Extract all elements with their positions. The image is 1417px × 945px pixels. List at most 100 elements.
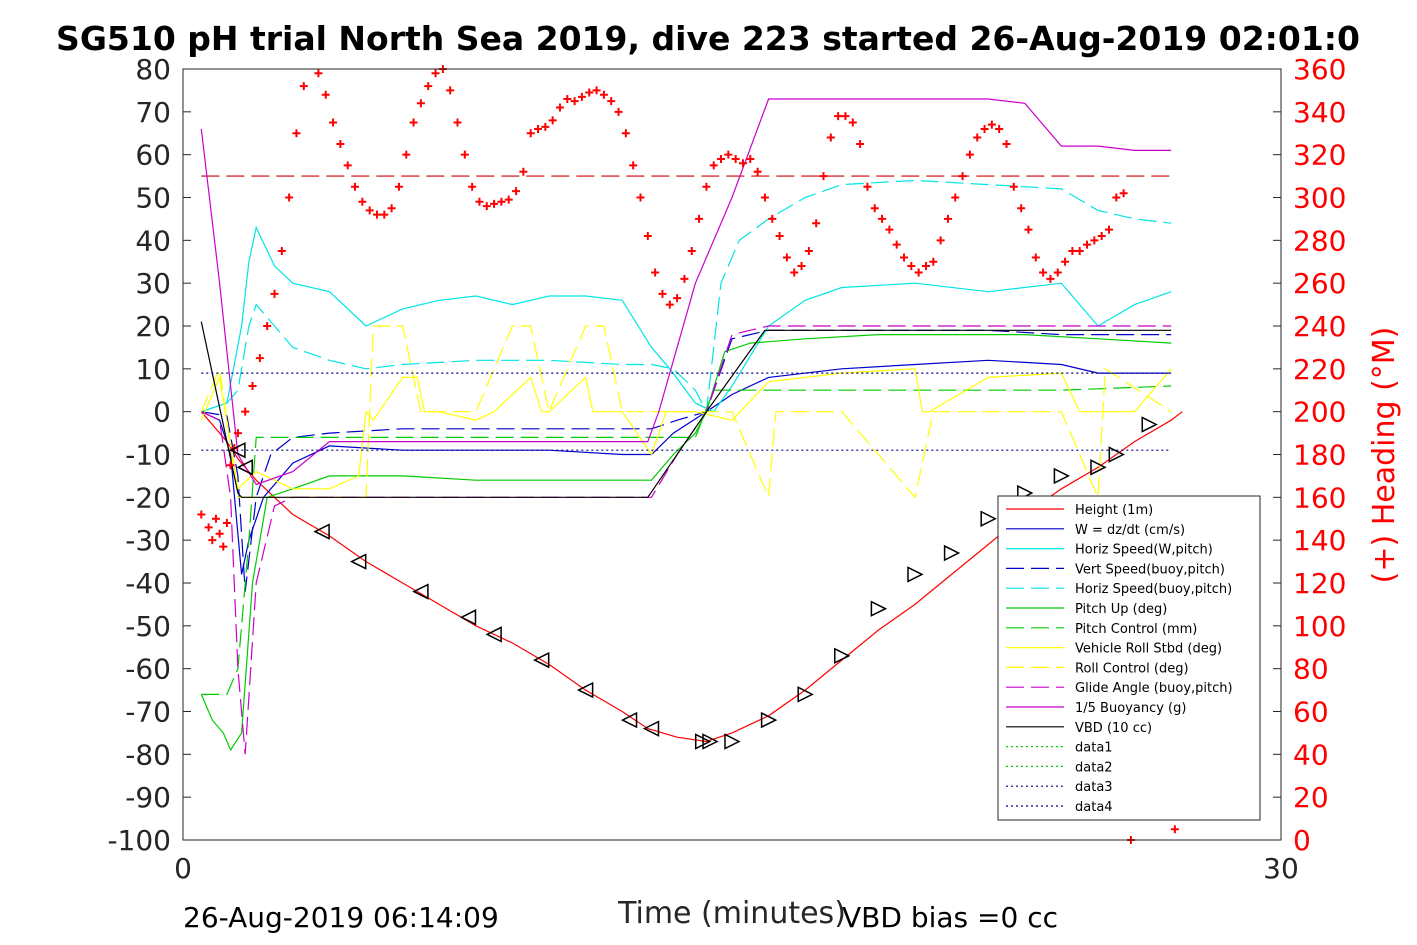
heading-point (563, 94, 572, 103)
heading-point (907, 262, 916, 271)
heading-point (197, 510, 206, 519)
triangle-marker (350, 553, 367, 570)
heading-point (314, 69, 323, 78)
heading-point (636, 193, 645, 202)
heading-point (1083, 240, 1092, 249)
triangle-marker (702, 733, 719, 750)
y-axis-left: 80 70 60 50 40 30 20 10 0 -10 -20 -30 -40 -50 -60 -70 -8… (107, 53, 191, 857)
heading-point (614, 107, 623, 116)
heading-point (768, 214, 777, 223)
triangle-marker (907, 566, 924, 583)
heading-point (1075, 247, 1084, 256)
legend-label: Glide Angle (buoy,pitch) (1075, 681, 1233, 696)
heading-point (973, 133, 982, 142)
heading-point (526, 129, 535, 138)
heading-point (607, 97, 616, 106)
series-line-11 (200, 98, 1172, 486)
heading-point (629, 161, 638, 170)
heading-point (695, 214, 704, 223)
series-line-6 (200, 334, 1172, 752)
y-right-tick-label: 20 (1293, 781, 1329, 814)
y-tick-label: -100 (107, 824, 171, 857)
heading-point (431, 69, 440, 78)
heading-point (241, 407, 250, 416)
heading-point (863, 182, 872, 191)
heading-point (222, 519, 231, 528)
x-tick-label: 0 (174, 852, 192, 885)
y-tick-label: 10 (135, 353, 171, 386)
y-tick-label: 30 (135, 267, 171, 300)
heading-point (490, 199, 499, 208)
heading-point (746, 154, 755, 163)
legend-label: Horiz Speed(buoy,pitch) (1075, 582, 1232, 597)
heading-point (760, 193, 769, 202)
heading-point (343, 161, 352, 170)
y-tick-label: 40 (135, 224, 171, 257)
heading-point (965, 150, 974, 159)
triangle-marker (576, 681, 594, 699)
series-line-7 (201, 385, 1172, 696)
triangle-marker (485, 626, 502, 643)
heading-point (263, 322, 272, 330)
y-right-tick-label: 180 (1293, 439, 1346, 472)
legend: Height (1m) W = dz/dt (cm/s) Horiz Speed(W… (997, 495, 1261, 821)
triangle-marker (1090, 459, 1107, 476)
heading-point (680, 274, 689, 283)
triangle-marker (834, 647, 851, 665)
y-tick-label: -40 (125, 567, 171, 600)
triangle-marker (797, 686, 814, 703)
heading-point (643, 232, 652, 241)
y-right-tick-label: 200 (1293, 396, 1346, 429)
heading-point (365, 206, 374, 215)
heading-point (299, 82, 308, 91)
heading-point (621, 129, 630, 138)
heading-point (1170, 825, 1179, 834)
y-right-tick-label: 220 (1293, 353, 1346, 386)
legend-label: Pitch Control (mm) (1075, 622, 1197, 637)
y-axis-right-label: (+) Heading (°M) (1367, 327, 1402, 584)
heading-point (204, 523, 213, 532)
heading-point (753, 167, 762, 176)
heading-point (951, 193, 960, 202)
heading-point (394, 182, 403, 191)
triangle-marker (943, 544, 961, 562)
heading-point (409, 118, 418, 127)
legend-label: Vert Speed(buoy,pitch) (1075, 562, 1225, 577)
series-line-8 (200, 368, 1172, 491)
heading-point (226, 461, 235, 470)
heading-point (585, 88, 594, 97)
heading-point (248, 381, 257, 390)
heading-point (892, 240, 901, 249)
legend-label: Height (1m) (1075, 503, 1153, 518)
heading-point (208, 536, 217, 545)
y-tick-label: 60 (135, 139, 171, 172)
heading-point (1031, 253, 1040, 262)
triangle-marker (620, 711, 638, 729)
heading-point (380, 210, 389, 219)
heading-point (321, 90, 330, 99)
y-tick-label: 70 (135, 96, 171, 129)
heading-point (482, 202, 491, 211)
heading-point (826, 133, 835, 142)
heading-point (651, 268, 660, 277)
y-right-tick-label: 120 (1293, 567, 1346, 600)
y-tick-label: -90 (125, 781, 171, 814)
legend-label: W = dz/dt (cm/s) (1075, 523, 1185, 538)
y-tick-label: -30 (125, 524, 171, 557)
y-right-tick-label: 40 (1293, 738, 1329, 771)
heading-point (541, 122, 550, 131)
heading-point (475, 197, 484, 206)
series-line-5 (201, 179, 1172, 414)
legend-label: Roll Control (deg) (1075, 661, 1189, 676)
heading-point (929, 257, 938, 266)
heading-point (497, 197, 506, 206)
y-tick-label: -50 (125, 610, 171, 643)
heading-point (453, 118, 462, 127)
heading-point (812, 219, 821, 228)
heading-point (731, 154, 740, 163)
heading-point (555, 103, 564, 112)
triangle-marker (1053, 467, 1071, 485)
heading-point (416, 99, 425, 108)
heading-point (372, 210, 381, 219)
